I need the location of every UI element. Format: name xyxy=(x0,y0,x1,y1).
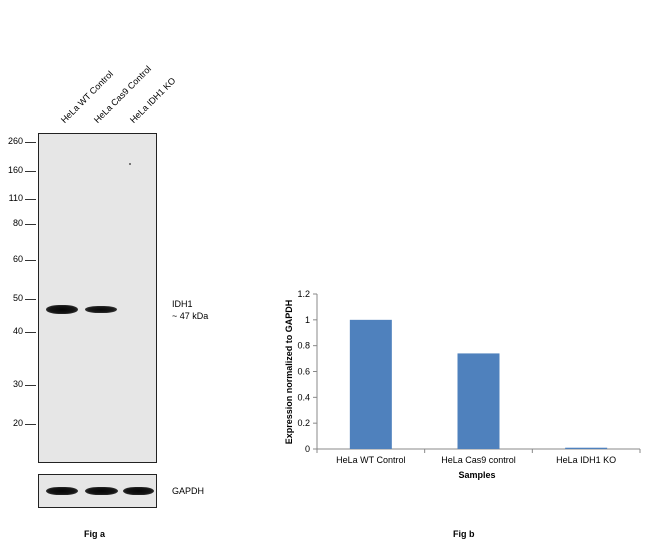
mw-tick-40 xyxy=(25,332,36,333)
y-tick-label: 0.2 xyxy=(297,418,310,428)
idh1-size-label: ~ 47 kDa xyxy=(172,311,209,321)
mw-marker-110: 110 xyxy=(8,193,23,203)
mw-tick-160 xyxy=(25,171,36,172)
bar-1 xyxy=(349,319,392,449)
y-tick-label: 0.8 xyxy=(297,341,310,351)
mw-marker-20: 20 xyxy=(12,418,23,428)
band-gapdh-wt xyxy=(46,487,78,495)
mw-marker-30: 30 xyxy=(12,379,23,389)
y-tick-label: 1.2 xyxy=(297,289,310,299)
y-tick-label: 0.6 xyxy=(297,367,310,377)
x-axis-title: Samples xyxy=(458,470,495,480)
y-tick-label: 0 xyxy=(305,444,310,454)
band-idh1-cas9 xyxy=(85,306,117,313)
mw-tick-260 xyxy=(25,142,36,143)
mw-marker-80: 80 xyxy=(12,218,23,228)
mw-tick-60 xyxy=(25,260,36,261)
plot-area: 0 0.2 0.4 0.6 0.8 1 1.2 HeLa WT Control HeLa Cas… xyxy=(297,289,641,465)
mw-tick-20 xyxy=(25,424,36,425)
y-tick-label: 0.4 xyxy=(297,392,310,402)
gapdh-label: GAPDH xyxy=(172,486,205,496)
band-gapdh-ko xyxy=(123,487,154,495)
blot-membrane-idh1 xyxy=(38,133,157,463)
idh1-label: IDH1 xyxy=(172,299,193,309)
mw-tick-80 xyxy=(25,224,36,225)
blot-speck xyxy=(129,163,131,165)
blot-membrane-gapdh xyxy=(38,474,157,508)
mw-tick-110 xyxy=(25,199,36,200)
bar-2 xyxy=(457,353,500,449)
mw-marker-60: 60 xyxy=(12,254,23,264)
band-idh1-wt xyxy=(46,305,78,314)
mw-tick-50 xyxy=(25,299,36,300)
y-tick-label: 1 xyxy=(305,315,310,325)
y-axis-title: Expression normalized to GAPDH xyxy=(284,300,294,445)
mw-tick-30 xyxy=(25,385,36,386)
mw-marker-160: 160 xyxy=(7,165,23,175)
band-gapdh-cas9 xyxy=(85,487,118,495)
x-category-label: HeLa IDH1 KO xyxy=(556,455,616,465)
mw-marker-260: 260 xyxy=(7,136,23,146)
mw-marker-50: 50 xyxy=(12,293,23,303)
x-category-label: HeLa WT Control xyxy=(336,455,405,465)
x-category-label: HeLa Cas9 control xyxy=(441,455,516,465)
bar-3 xyxy=(565,447,608,449)
fig-a-caption: Fig a xyxy=(84,529,106,539)
fig-b-caption: Fig b xyxy=(453,529,475,539)
mw-marker-40: 40 xyxy=(12,326,23,336)
